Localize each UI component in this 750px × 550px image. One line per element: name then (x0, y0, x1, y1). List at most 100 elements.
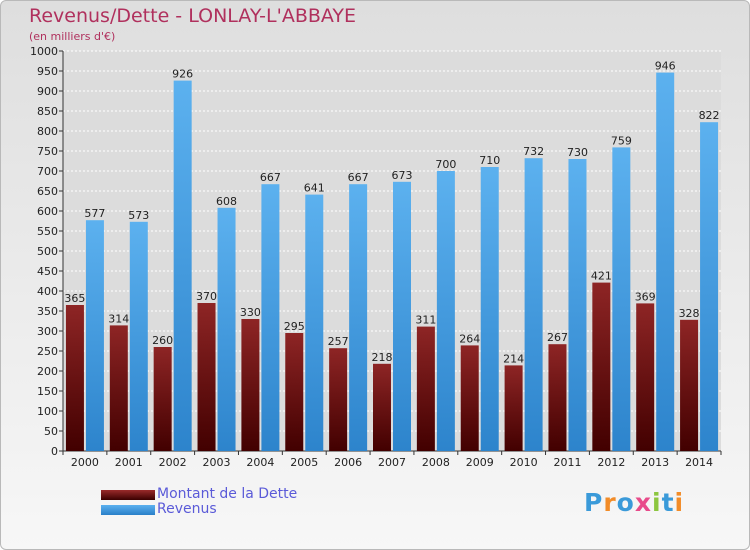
bar-debt (504, 365, 523, 451)
logo-letter: r (603, 488, 617, 517)
x-tick-label: 2009 (466, 456, 494, 469)
x-tick-label: 2000 (71, 456, 99, 469)
y-tick-label: 350 (37, 305, 58, 318)
bar-revenue (436, 171, 455, 451)
x-tick-label: 2013 (641, 456, 669, 469)
bar-revenue (612, 147, 631, 451)
value-label-revenue: 667 (348, 171, 369, 184)
bar-revenue (85, 220, 104, 451)
value-label-revenue: 926 (172, 68, 193, 81)
bar-debt (241, 319, 260, 451)
value-label-debt: 370 (196, 290, 217, 303)
bar-revenue (393, 181, 411, 452)
value-label-revenue: 641 (304, 182, 325, 195)
value-label-revenue: 577 (84, 207, 105, 220)
value-label-revenue: 732 (523, 145, 544, 158)
value-label-revenue: 667 (260, 171, 281, 184)
bar-debt (680, 319, 699, 451)
value-label-debt: 218 (372, 351, 393, 364)
logo-letter: t (661, 488, 675, 517)
bar-debt (65, 305, 84, 451)
value-label-debt: 328 (679, 307, 700, 320)
value-label-debt: 421 (591, 270, 612, 283)
value-label-debt: 295 (284, 320, 305, 333)
logo-letter: P (584, 488, 604, 517)
value-label-revenue: 730 (567, 146, 588, 159)
legend-swatch-revenue (101, 505, 155, 515)
x-tick-label: 2012 (597, 456, 625, 469)
y-tick-label: 800 (37, 125, 58, 138)
chart-subtitle: (en milliers d'€) (29, 30, 116, 43)
value-label-revenue: 700 (435, 158, 456, 171)
bar-revenue (700, 122, 719, 451)
x-tick-label: 2001 (115, 456, 143, 469)
value-label-revenue: 673 (392, 169, 413, 182)
bar-debt (636, 303, 655, 451)
bar-debt (285, 333, 304, 451)
x-tick-label: 2006 (334, 456, 362, 469)
bar-debt (153, 347, 172, 451)
bar-revenue (217, 207, 236, 451)
bar-debt (592, 282, 611, 451)
bar-revenue (129, 221, 148, 451)
x-tick-label: 2011 (553, 456, 581, 469)
x-tick-label: 2002 (159, 456, 187, 469)
bar-revenue (261, 184, 280, 451)
logo-letter: i (652, 488, 662, 517)
value-label-debt: 267 (547, 331, 568, 344)
bar-revenue (173, 80, 192, 451)
y-tick-label: 250 (37, 345, 58, 358)
value-label-debt: 330 (240, 306, 261, 319)
bar-revenue (656, 72, 675, 451)
value-label-revenue: 608 (216, 195, 237, 208)
y-tick-label: 700 (37, 165, 58, 178)
logo-letter: i (674, 488, 685, 517)
x-tick-label: 2007 (378, 456, 406, 469)
x-tick-label: 2003 (203, 456, 231, 469)
y-tick-label: 450 (37, 265, 58, 278)
y-tick-label: 500 (37, 245, 58, 258)
value-label-revenue: 946 (655, 60, 676, 73)
bar-debt (197, 303, 216, 451)
y-tick-label: 650 (37, 185, 58, 198)
value-label-debt: 257 (328, 335, 349, 348)
y-tick-label: 750 (37, 145, 58, 158)
value-label-debt: 311 (415, 314, 436, 327)
bar-revenue (524, 158, 543, 451)
y-tick-label: 300 (37, 325, 58, 338)
x-tick-label: 2014 (685, 456, 713, 469)
proxiti-logo: Proxiti (584, 488, 684, 517)
y-tick-label: 150 (37, 385, 58, 398)
value-label-revenue: 822 (699, 109, 720, 122)
legend-label-debt: Montant de la Dette (157, 486, 298, 502)
bar-debt (548, 344, 567, 451)
x-tick-label: 2004 (246, 456, 274, 469)
value-label-debt: 365 (64, 292, 85, 305)
bar-debt (109, 325, 128, 451)
y-tick-label: 950 (37, 65, 58, 78)
value-label-revenue: 573 (128, 209, 149, 222)
y-tick-label: 100 (37, 405, 58, 418)
bar-debt (373, 363, 391, 451)
y-tick-label: 550 (37, 225, 58, 238)
legend-swatch-debt (101, 490, 155, 500)
value-label-debt: 214 (503, 352, 524, 365)
y-tick-label: 1000 (30, 45, 58, 58)
bar-revenue (305, 194, 324, 451)
y-tick-label: 400 (37, 285, 58, 298)
y-tick-label: 50 (44, 425, 58, 438)
x-tick-label: 2008 (422, 456, 450, 469)
value-label-revenue: 710 (479, 154, 500, 167)
logo-letter: x (634, 488, 652, 517)
value-label-debt: 314 (108, 312, 129, 325)
bar-debt (416, 326, 435, 451)
x-tick-label: 2005 (290, 456, 318, 469)
value-label-debt: 369 (635, 290, 656, 303)
y-tick-label: 600 (37, 205, 58, 218)
legend-label-revenue: Revenus (157, 501, 217, 517)
logo-letter: o (616, 488, 635, 517)
y-tick-label: 200 (37, 365, 58, 378)
bar-revenue (349, 184, 368, 451)
